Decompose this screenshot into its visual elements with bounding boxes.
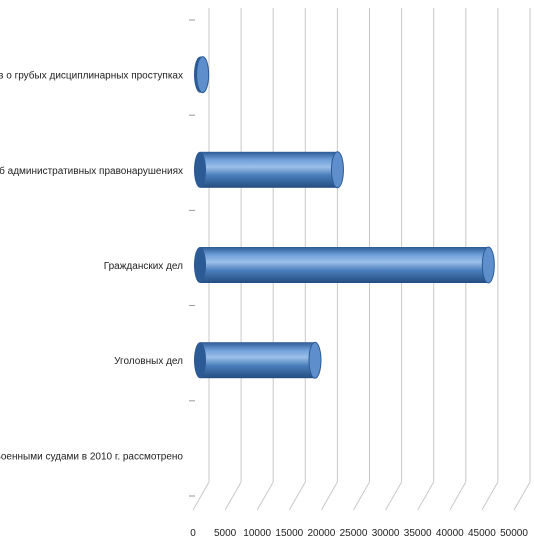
gridline-floor — [417, 481, 435, 511]
category-label: Гражданских дел — [104, 261, 183, 272]
bar-end-cap — [330, 151, 344, 189]
bars — [194, 56, 495, 379]
x-tick-label: 35000 — [404, 528, 432, 539]
bar-body — [200, 247, 489, 283]
x-tick-label: 20000 — [307, 528, 335, 539]
bar-base-cap — [194, 342, 206, 379]
gridline-floor — [513, 481, 531, 511]
gridline-floor — [224, 481, 242, 511]
gridline-floor — [320, 481, 338, 511]
bar-base-cap — [194, 151, 206, 188]
gridline-floor — [353, 481, 370, 511]
gridline-floor — [449, 481, 467, 511]
category-labels: Военными судами в 2010 г. рассмотрено Уго… — [0, 70, 183, 463]
gridlines — [189, 8, 531, 511]
x-tick-label: 10000 — [243, 528, 271, 539]
gridline-floor — [385, 481, 403, 511]
x-tick-label: 45000 — [468, 528, 496, 539]
bar-end-cap — [308, 341, 322, 379]
bar-base-cap — [194, 247, 206, 283]
gridline-floor — [256, 481, 274, 511]
x-tick-label: 25000 — [340, 528, 368, 539]
bar — [194, 151, 344, 189]
category-label: Военными судами в 2010 г. рассмотрено — [0, 451, 183, 462]
bar-end-cap — [481, 246, 495, 284]
x-tick-label: 5000 — [214, 528, 237, 539]
x-tick-label: 40000 — [436, 528, 464, 539]
bar-body — [200, 342, 315, 379]
bar — [194, 246, 495, 284]
bar — [194, 341, 322, 379]
gridline-floor — [192, 481, 210, 511]
category-label: Материалов о грубых дисциплинарных прост… — [0, 70, 183, 82]
x-axis-ticks: 0 5000 10000 15000 20000 25000 30000 35000 40000… — [190, 528, 528, 539]
x-tick-label: 30000 — [372, 528, 400, 539]
category-label: Дел об административных правонарушениях — [0, 165, 183, 177]
x-tick-label: 0 — [190, 528, 196, 539]
bar-end-cap — [196, 56, 210, 94]
x-tick-label: 15000 — [275, 528, 303, 539]
gridline-floor — [481, 481, 499, 511]
x-tick-label: 50000 — [500, 528, 528, 539]
category-label: Уголовных дел — [114, 356, 183, 367]
gridline-floor — [288, 481, 306, 511]
bar-body — [200, 151, 338, 188]
bar — [194, 56, 210, 94]
